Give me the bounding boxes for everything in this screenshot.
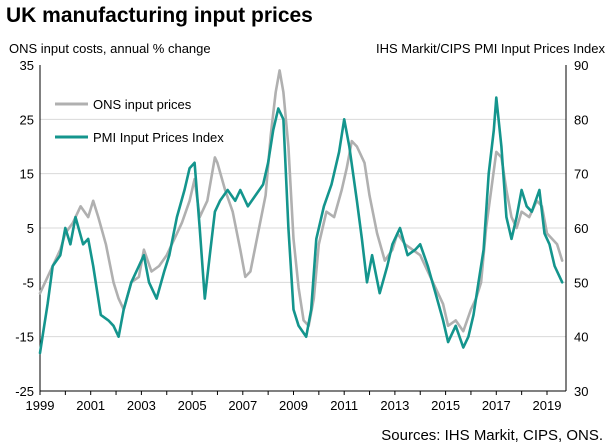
y-right-tick-label: 70 (574, 167, 588, 182)
left-axis-title: ONS input costs, annual % change (9, 41, 211, 56)
y-right-tick-label: 60 (574, 221, 588, 236)
x-tick-label: 2007 (228, 398, 257, 413)
legend-label-pmi: PMI Input Prices Index (93, 130, 224, 145)
x-tick-label: 2003 (127, 398, 156, 413)
y-left-tick-label: -25 (15, 384, 34, 399)
y-right-tick-label: 90 (574, 58, 588, 73)
legend-label-ons: ONS input prices (93, 97, 192, 112)
y-right-tick-label: 40 (574, 330, 588, 345)
y-left-tick-label: 25 (20, 112, 34, 127)
x-tick-label: 2001 (76, 398, 105, 413)
y-left-tick-label: 5 (27, 221, 34, 236)
chart-title: UK manufacturing input prices (6, 4, 313, 27)
axes (39, 65, 567, 395)
x-tick-label: 1999 (26, 398, 55, 413)
right-axis-title: IHS Markit/CIPS PMI Input Prices Index (375, 41, 605, 56)
y-right-tick-label: 80 (574, 112, 588, 127)
x-tick-label: 2013 (380, 398, 409, 413)
series-lines (38, 69, 564, 355)
x-tick-label: 2009 (279, 398, 308, 413)
x-tick-label: 2019 (533, 398, 562, 413)
pmi-series-line (38, 96, 564, 355)
y-left-tick-label: 35 (20, 58, 34, 73)
x-tick-label: 2015 (431, 398, 460, 413)
y-right-tick-label: 30 (574, 384, 588, 399)
legend: ONS input prices PMI Input Prices Index (55, 97, 224, 145)
y-right-tick-label: 50 (574, 275, 588, 290)
x-tick-label: 2011 (330, 398, 358, 413)
x-tick-label: 2017 (482, 398, 511, 413)
source-note: Sources: IHS Markit, CIPS, ONS. (381, 427, 603, 444)
y-left-tick-label: -5 (22, 275, 34, 290)
y-left-tick-label: -15 (15, 330, 34, 345)
x-tick-label: 2005 (178, 398, 207, 413)
tick-labels: 35 25 15 5 -5 -15 -25 90 80 70 60 50 40 30 1999 2001 200… (15, 58, 588, 413)
y-left-tick-label: 15 (20, 167, 34, 182)
